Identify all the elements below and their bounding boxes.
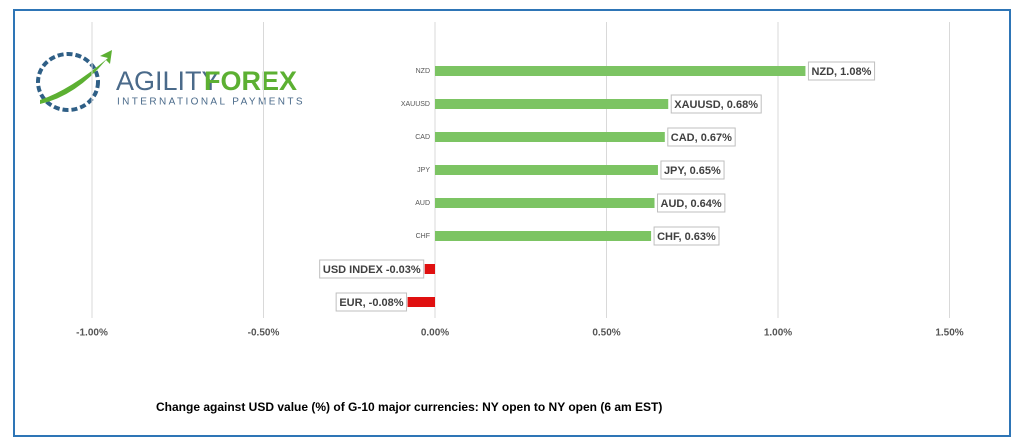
logo-name-left: AGILITY [116, 66, 220, 96]
x-tick-label: 1.00% [764, 328, 792, 339]
chart-title: Change against USD value (%) of G-10 maj… [156, 400, 662, 414]
y-tick-label: JPY [417, 167, 430, 174]
bar [435, 99, 669, 109]
y-tick-label: CAD [415, 134, 430, 141]
bar [435, 198, 655, 208]
data-label-box [653, 226, 720, 246]
bar [435, 66, 806, 76]
bar [435, 132, 665, 142]
bar [407, 297, 435, 307]
data-label-box [335, 292, 408, 312]
x-tick-label: 1.50% [935, 328, 963, 339]
bar [435, 231, 652, 241]
bar [435, 165, 658, 175]
data-label-box [660, 160, 725, 180]
y-tick-label: XAUUSD [401, 101, 430, 108]
data-label: CAD, 0.67% [671, 132, 732, 144]
y-tick-label: AUD [415, 200, 430, 207]
data-label: JPY, 0.65% [664, 165, 721, 177]
data-label: USD INDEX -0.03% [323, 264, 421, 276]
data-label-box [807, 61, 876, 81]
y-tick-label: NZD [416, 68, 430, 75]
data-label: AUD, 0.64% [661, 198, 722, 210]
x-tick-label: 0.00% [421, 328, 449, 339]
data-label: EUR, -0.08% [339, 297, 403, 309]
logo-arrow [40, 50, 112, 104]
data-label: NZD, 1.08% [811, 66, 871, 78]
data-label: XAUUSD, 0.68% [674, 99, 758, 111]
frame [13, 9, 1011, 437]
logo-name-right: FOREX [204, 66, 297, 96]
x-tick-label: -0.50% [248, 328, 280, 339]
y-tick-label: CHF [416, 233, 430, 240]
data-label: CHF, 0.63% [657, 231, 716, 243]
x-tick-label: -1.00% [76, 328, 108, 339]
data-label-box [667, 127, 736, 147]
logo-globe [36, 52, 100, 112]
x-tick-label: 0.50% [592, 328, 620, 339]
data-label-box [670, 94, 762, 114]
data-label-box [319, 259, 425, 279]
bar [424, 264, 435, 274]
logo-tagline: INTERNATIONAL PAYMENTS [117, 97, 305, 108]
data-label-box [657, 193, 726, 213]
logo: AGILITY FOREX INTERNATIONAL PAYMENTS [36, 50, 305, 112]
